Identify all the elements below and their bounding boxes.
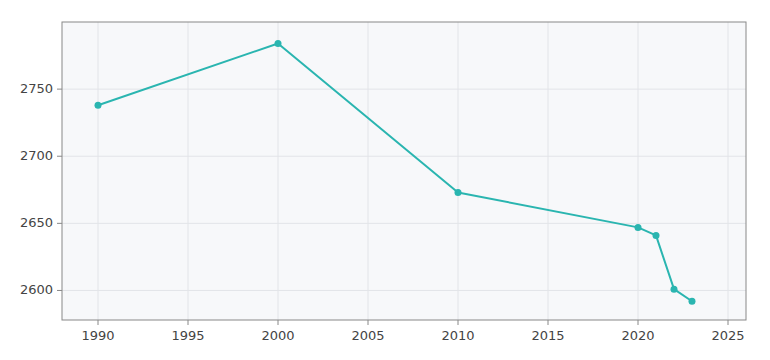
y-grid-line <box>62 290 746 291</box>
axes: 1990 1995 2000 2005 2010 2015 2020 2025 2600 2650… <box>20 22 746 343</box>
chart-svg: 1990 1995 2000 2005 2010 2015 2020 2025 2600 2650… <box>0 0 770 360</box>
y-tick <box>57 223 62 224</box>
x-tick-label: 2025 <box>711 328 744 343</box>
y-tick <box>57 156 62 157</box>
point <box>635 224 642 231</box>
point <box>653 232 660 239</box>
x-grid-line <box>278 22 279 320</box>
x-tick-label: 2005 <box>351 328 384 343</box>
y-tick-label: 2650 <box>20 215 53 230</box>
x-tick-label: 1990 <box>81 328 114 343</box>
chart-container: 1990 1995 2000 2005 2010 2015 2020 2025 2600 2650… <box>0 0 770 360</box>
x-tick <box>458 320 459 325</box>
y-grid-line <box>62 156 746 157</box>
x-grid-line <box>368 22 369 320</box>
y-grid-line <box>62 223 746 224</box>
x-tick-label: 2020 <box>621 328 654 343</box>
x-grid-line <box>458 22 459 320</box>
plot-background <box>62 22 746 320</box>
grid <box>62 22 746 320</box>
x-tick <box>188 320 189 325</box>
point <box>671 286 678 293</box>
y-tick-label: 2750 <box>20 81 53 96</box>
x-tick <box>638 320 639 325</box>
x-tick-label: 2015 <box>531 328 564 343</box>
y-grid-line <box>62 89 746 90</box>
x-grid-line <box>638 22 639 320</box>
x-tick-label: 2000 <box>261 328 294 343</box>
x-grid-line <box>548 22 549 320</box>
point <box>689 298 696 305</box>
point <box>275 40 282 47</box>
x-tick <box>548 320 549 325</box>
y-tick-label: 2600 <box>20 282 53 297</box>
line <box>98 43 692 301</box>
plot-frame <box>62 22 746 320</box>
x-grid-line <box>728 22 729 320</box>
x-grid-line <box>188 22 189 320</box>
point <box>455 189 462 196</box>
point <box>95 102 102 109</box>
x-tick <box>728 320 729 325</box>
y-tick-label: 2700 <box>20 148 53 163</box>
y-tick <box>57 290 62 291</box>
x-tick-label: 2010 <box>441 328 474 343</box>
series <box>95 40 696 305</box>
y-tick <box>57 89 62 90</box>
x-tick <box>368 320 369 325</box>
x-grid-line <box>98 22 99 320</box>
x-tick <box>98 320 99 325</box>
x-tick-label: 1995 <box>171 328 204 343</box>
x-tick <box>278 320 279 325</box>
